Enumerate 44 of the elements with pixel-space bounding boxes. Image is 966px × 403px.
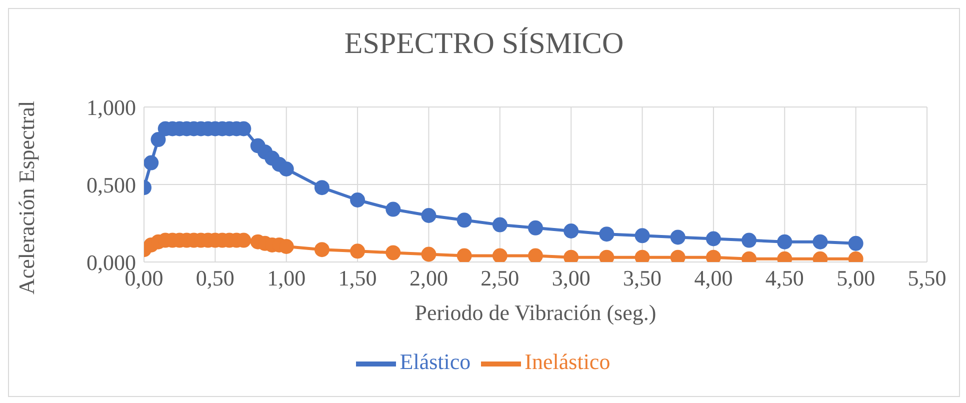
point <box>386 202 401 217</box>
x-tick-label: 5,00 <box>836 266 876 291</box>
point <box>706 231 721 246</box>
x-tick-label: 3,00 <box>552 266 590 291</box>
point <box>421 208 436 223</box>
x-tick-label: 0,50 <box>196 266 234 291</box>
point <box>386 245 401 260</box>
point <box>278 162 294 176</box>
x-tick-label: 3,50 <box>623 266 662 291</box>
x-tick-label: 2,00 <box>409 266 448 291</box>
point <box>144 155 159 170</box>
point <box>350 192 366 208</box>
point <box>564 224 579 238</box>
point <box>528 220 543 236</box>
point <box>492 217 508 232</box>
point <box>599 226 614 242</box>
point <box>350 244 366 259</box>
point <box>492 248 508 262</box>
x-tick-label: 4,00 <box>694 266 733 291</box>
x-tick-label: 1,00 <box>267 266 306 291</box>
x-tick-label: 2,50 <box>480 266 520 291</box>
y-tick-label: 1,000 <box>86 94 136 120</box>
point <box>150 132 166 148</box>
point <box>421 246 436 262</box>
legend-label: Elástico <box>400 349 471 374</box>
point <box>812 234 828 250</box>
legend-label: Inelástico <box>524 349 610 374</box>
chart-title: ESPECTRO SÍSMICO <box>343 27 625 61</box>
y-tick-label: 0,500 <box>86 172 136 198</box>
point <box>634 228 650 244</box>
x-tick-label: 1,50 <box>338 266 377 291</box>
point <box>670 230 686 245</box>
point <box>777 234 792 250</box>
point <box>314 180 330 196</box>
x-tick-label: 4,50 <box>765 266 804 291</box>
point <box>456 212 472 228</box>
x-axis-title: Periodo de Vibración (seg.) <box>414 300 656 325</box>
point <box>314 242 330 258</box>
point <box>848 236 864 251</box>
y-axis-title: Aceleración Espectral <box>14 100 39 294</box>
point <box>528 248 543 262</box>
point <box>742 232 757 248</box>
point <box>456 248 472 262</box>
x-tick-label: 5,50 <box>908 266 946 291</box>
